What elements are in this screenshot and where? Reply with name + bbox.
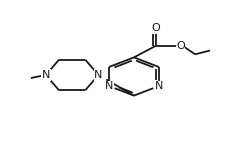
Text: O: O xyxy=(151,23,160,33)
Text: N: N xyxy=(155,81,163,91)
Text: N: N xyxy=(94,70,103,80)
Text: O: O xyxy=(176,41,185,51)
Text: N: N xyxy=(42,70,50,80)
Text: N: N xyxy=(105,81,113,91)
